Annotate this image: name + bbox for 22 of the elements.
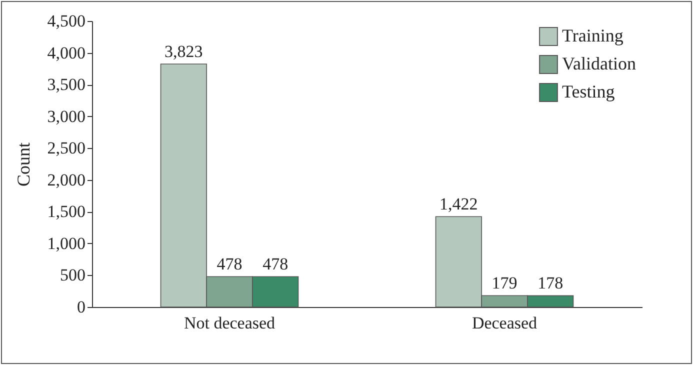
y-tick-label: 0: [77, 298, 86, 316]
data-label: 478: [262, 254, 288, 274]
y-tick-label: 1,500: [47, 202, 86, 222]
data-label: 1,422: [440, 194, 478, 214]
y-tick-label: 2,500: [47, 138, 86, 158]
y-tick-label: 500: [60, 266, 86, 285]
data-label: 179: [492, 274, 518, 293]
legend-label: Testing: [562, 82, 615, 102]
data-label: 3,823: [164, 42, 203, 62]
y-tick-label: 3,500: [47, 75, 86, 94]
y-tick-label: 4,500: [47, 12, 86, 30]
legend-label: Training: [562, 26, 624, 46]
data-label: 178: [538, 274, 564, 293]
legend-label: Validation: [562, 54, 636, 74]
y-tick-label: 1,000: [47, 234, 86, 253]
y-tick-label: 3,000: [47, 106, 86, 126]
y-tick-label: 4,000: [47, 43, 86, 62]
y-tick-label: 2,000: [47, 170, 86, 190]
x-tick-label: Deceased: [472, 314, 538, 332]
x-tick-label: Not deceased: [184, 314, 276, 332]
data-label: 478: [216, 254, 242, 274]
y-axis-title: Count: [13, 142, 34, 187]
